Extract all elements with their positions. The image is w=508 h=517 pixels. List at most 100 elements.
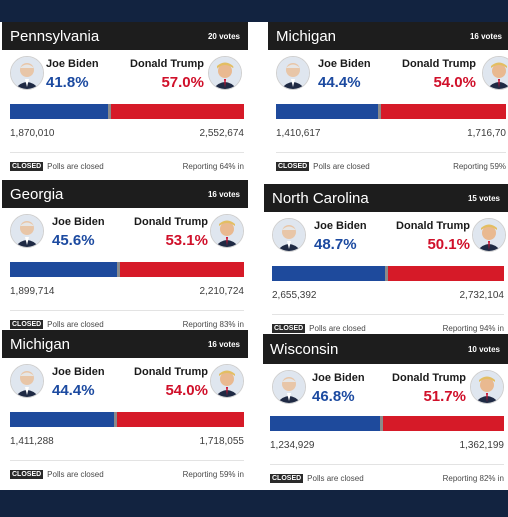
biden-vote-count: 1,870,010 bbox=[10, 128, 55, 139]
trump-share-segment bbox=[381, 104, 506, 119]
state-card-michigan[interactable]: Michigan 16 votes Joe Biden 44.4% Donald… bbox=[268, 22, 508, 177]
trump-portrait-icon bbox=[470, 370, 504, 404]
trump-percent: 50.1% bbox=[427, 236, 470, 253]
polls-status: Polls are closed bbox=[47, 320, 104, 329]
state-header: Michigan 16 votes bbox=[268, 22, 508, 50]
biden-name: Joe Biden bbox=[46, 58, 99, 70]
vote-share-bar bbox=[10, 262, 244, 277]
trump-name: Donald Trump bbox=[392, 372, 466, 384]
electoral-votes: 16 votes bbox=[469, 31, 502, 41]
state-header: Pennsylvania 20 votes bbox=[2, 22, 248, 50]
closed-badge: CLOSED bbox=[272, 324, 306, 333]
electoral-votes: 20 votes bbox=[207, 31, 240, 41]
vote-share-bar bbox=[10, 412, 244, 427]
state-name: Wisconsin bbox=[270, 340, 339, 358]
biden-share-segment bbox=[276, 104, 379, 119]
trump-share-segment bbox=[116, 412, 244, 427]
divider bbox=[10, 310, 244, 311]
biden-portrait-icon bbox=[272, 370, 306, 404]
trump-portrait-icon bbox=[472, 218, 506, 252]
state-name: Michigan bbox=[10, 335, 71, 353]
divider bbox=[10, 460, 244, 461]
biden-name: Joe Biden bbox=[314, 220, 367, 232]
bar-divider bbox=[113, 412, 117, 427]
biden-percent: 44.4% bbox=[318, 74, 361, 91]
biden-share-segment bbox=[10, 262, 117, 277]
biden-name: Joe Biden bbox=[312, 372, 365, 384]
reporting-status: Reporting 83% in bbox=[182, 320, 244, 329]
state-name: Georgia bbox=[10, 185, 64, 203]
state-header: Georgia 16 votes bbox=[2, 180, 248, 208]
state-name: North Carolina bbox=[272, 189, 369, 207]
biden-vote-count: 1,410,617 bbox=[276, 128, 321, 139]
state-card-pennsylvania[interactable]: Pennsylvania 20 votes Joe Biden 41.8% Do… bbox=[2, 22, 248, 177]
polls-status: Polls are closed bbox=[47, 470, 104, 479]
trump-portrait-icon bbox=[210, 364, 244, 398]
trump-name: Donald Trump bbox=[134, 216, 208, 228]
trump-vote-count: 1,716,70 bbox=[467, 128, 506, 139]
trump-portrait-icon bbox=[208, 56, 242, 90]
biden-name: Joe Biden bbox=[52, 366, 105, 378]
reporting-status: Reporting 59% bbox=[453, 162, 506, 171]
closed-badge: CLOSED bbox=[10, 470, 44, 479]
polls-status: Polls are closed bbox=[313, 162, 370, 171]
biden-name: Joe Biden bbox=[52, 216, 105, 228]
vote-share-bar bbox=[276, 104, 506, 119]
trump-vote-count: 2,210,724 bbox=[199, 286, 245, 297]
closed-badge: CLOSED bbox=[10, 162, 44, 171]
divider bbox=[10, 152, 244, 153]
trump-share-segment bbox=[119, 262, 244, 277]
trump-name: Donald Trump bbox=[396, 220, 470, 232]
trump-vote-count: 2,552,674 bbox=[199, 128, 245, 139]
biden-share-segment bbox=[10, 412, 114, 427]
biden-portrait-icon bbox=[10, 214, 44, 248]
biden-portrait-icon bbox=[276, 56, 310, 90]
reporting-status: Reporting 94% in bbox=[442, 324, 504, 333]
electoral-votes: 15 votes bbox=[467, 193, 500, 203]
trump-name: Donald Trump bbox=[130, 58, 204, 70]
state-header: Wisconsin 10 votes bbox=[262, 334, 508, 364]
bar-divider bbox=[378, 104, 382, 119]
state-header: North Carolina 15 votes bbox=[264, 184, 508, 212]
biden-portrait-icon bbox=[272, 218, 306, 252]
state-card-wisconsin[interactable]: Wisconsin 10 votes Joe Biden 46.8% Donal… bbox=[262, 334, 508, 489]
bar-divider bbox=[116, 262, 120, 277]
reporting-status: Reporting 82% in bbox=[442, 474, 504, 483]
biden-vote-count: 1,234,929 bbox=[270, 440, 315, 451]
trump-percent: 54.0% bbox=[433, 74, 476, 91]
vote-share-bar bbox=[270, 416, 504, 431]
trump-vote-count: 1,362,199 bbox=[459, 440, 505, 451]
state-card-michigan-2[interactable]: Michigan 16 votes Joe Biden 44.4% Donald… bbox=[2, 330, 248, 485]
state-header: Michigan 16 votes bbox=[2, 330, 248, 358]
electoral-votes: 16 votes bbox=[207, 339, 240, 349]
bar-divider bbox=[107, 104, 111, 119]
biden-percent: 44.4% bbox=[52, 382, 95, 399]
state-card-north-carolina[interactable]: North Carolina 15 votes Joe Biden 48.7% … bbox=[264, 184, 508, 339]
polls-status: Polls are closed bbox=[47, 162, 104, 171]
biden-share-segment bbox=[272, 266, 385, 281]
polls-status: Polls are closed bbox=[309, 324, 366, 333]
biden-share-segment bbox=[270, 416, 380, 431]
polls-status: Polls are closed bbox=[307, 474, 364, 483]
divider bbox=[272, 314, 504, 315]
trump-share-segment bbox=[382, 416, 504, 431]
divider bbox=[276, 152, 506, 153]
state-card-georgia[interactable]: Georgia 16 votes Joe Biden 45.6% Donald … bbox=[2, 180, 248, 335]
trump-name: Donald Trump bbox=[134, 366, 208, 378]
bar-divider bbox=[379, 416, 383, 431]
reporting-status: Reporting 64% in bbox=[182, 162, 244, 171]
trump-percent: 51.7% bbox=[423, 388, 466, 405]
trump-portrait-icon bbox=[482, 56, 508, 90]
trump-percent: 53.1% bbox=[165, 232, 208, 249]
trump-name: Donald Trump bbox=[402, 58, 476, 70]
trump-vote-count: 2,732,104 bbox=[459, 290, 505, 301]
biden-share-segment bbox=[10, 104, 108, 119]
state-name: Pennsylvania bbox=[10, 27, 100, 45]
biden-vote-count: 2,655,392 bbox=[272, 290, 317, 301]
biden-percent: 41.8% bbox=[46, 74, 89, 91]
state-name: Michigan bbox=[276, 27, 337, 45]
trump-share-segment bbox=[387, 266, 504, 281]
trump-percent: 57.0% bbox=[161, 74, 204, 91]
closed-badge: CLOSED bbox=[276, 162, 310, 171]
biden-percent: 46.8% bbox=[312, 388, 355, 405]
